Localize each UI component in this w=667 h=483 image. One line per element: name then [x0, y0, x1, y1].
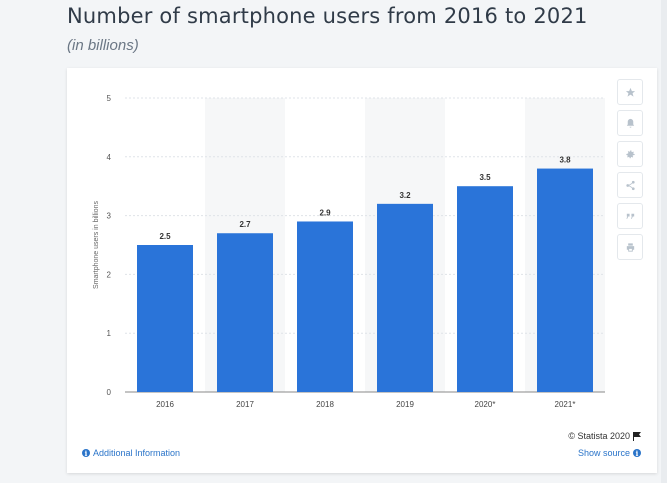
data-label: 2.7 [239, 220, 251, 229]
bell-icon [626, 118, 634, 128]
info-icon: i [633, 449, 641, 457]
flag-icon [633, 431, 641, 441]
y-tick-label: 5 [107, 94, 112, 103]
bar [217, 233, 273, 392]
copyright-text: © Statista 2020 [568, 431, 630, 441]
chart-card: 0 1 2 3 4 5 Smartphone users in billions 2.5 201… [67, 68, 657, 473]
page-subtitle: (in billions) [67, 37, 139, 54]
cite-button[interactable] [617, 203, 643, 229]
show-source-label: Show source [577, 448, 630, 458]
show-source-link[interactable]: Show source i [578, 448, 641, 458]
bar-chart: 0 1 2 3 4 5 Smartphone users in billions 2.5 201… [93, 94, 605, 409]
additional-information-link[interactable]: i Additional Information [82, 448, 180, 458]
notification-button[interactable] [617, 110, 643, 136]
bar [537, 168, 593, 392]
bar [457, 186, 513, 392]
x-tick-label: 2019 [396, 400, 414, 409]
chart-header: Number of smartphone users from 2016 to … [67, 4, 588, 54]
y-tick-label: 0 [107, 388, 112, 397]
data-label: 3.8 [559, 156, 571, 165]
print-button[interactable] [617, 234, 643, 260]
y-axis-label: Smartphone users in billions [93, 201, 100, 289]
x-tick-label: 2020* [475, 400, 496, 409]
data-label: 3.5 [479, 173, 491, 182]
page-title: Number of smartphone users from 2016 to … [67, 4, 588, 28]
data-label: 2.5 [159, 232, 171, 241]
y-tick-label: 4 [107, 153, 112, 162]
x-tick-label: 2018 [316, 400, 334, 409]
y-tick-label: 2 [107, 270, 112, 279]
additional-information-label: Additional Information [93, 448, 181, 458]
page-scrollbar[interactable] [661, 0, 667, 483]
settings-button[interactable] [617, 141, 643, 167]
data-label: 2.9 [319, 208, 331, 217]
bar [377, 203, 433, 392]
y-tick-label: 3 [107, 212, 112, 221]
x-tick-label: 2016 [156, 400, 174, 409]
info-icon: i [82, 449, 90, 457]
favorite-button[interactable] [617, 79, 643, 105]
x-tick-label: 2021* [555, 400, 576, 409]
gear-icon [625, 149, 635, 158]
bar [137, 245, 193, 392]
star-icon [625, 87, 635, 97]
share-button[interactable] [617, 172, 643, 198]
copyright-notice: © Statista 2020 [568, 431, 641, 441]
bar [297, 221, 353, 392]
share-icon [625, 180, 635, 190]
y-tick-label: 1 [107, 329, 112, 338]
quote-icon [625, 213, 634, 219]
data-label: 3.2 [399, 191, 411, 200]
print-icon [626, 242, 634, 252]
x-tick-label: 2017 [236, 400, 254, 409]
chart-toolbar [617, 79, 643, 260]
